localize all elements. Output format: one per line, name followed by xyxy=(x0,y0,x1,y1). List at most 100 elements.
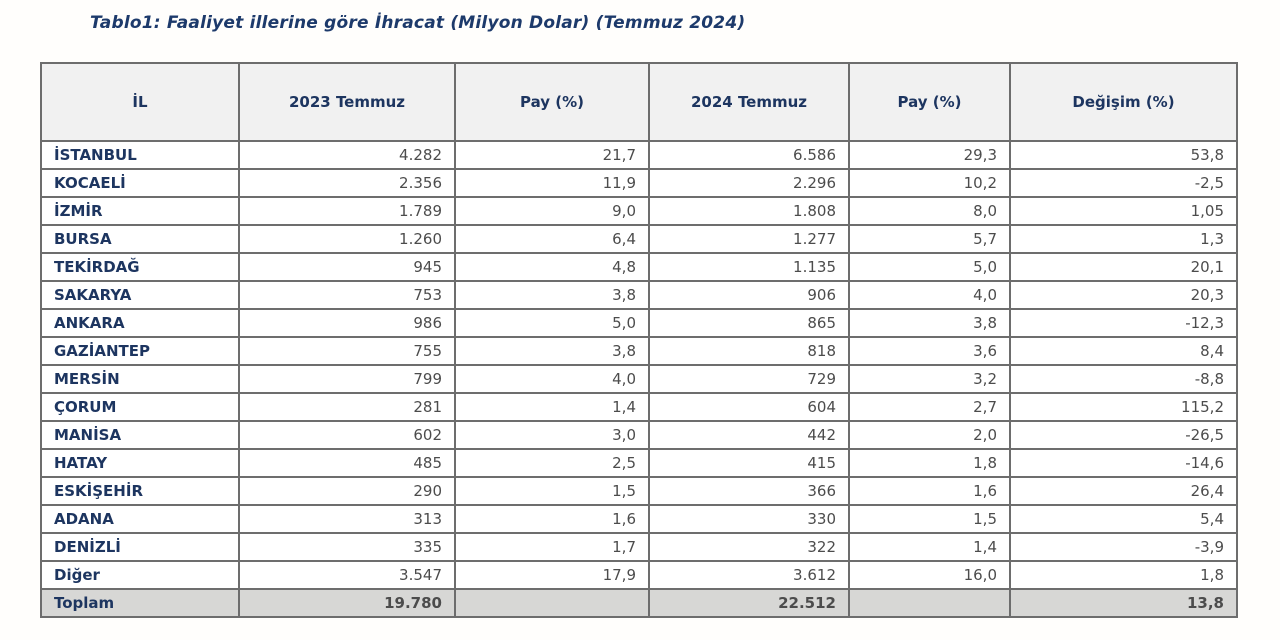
degisim-cell: -3,9 xyxy=(1009,532,1238,562)
table-row: ANKARA 986 5,0 865 3,8 -12,3 xyxy=(40,308,1238,338)
pay-2023-cell: 21,7 xyxy=(454,140,650,170)
value-2024-cell: 1.277 xyxy=(648,224,850,254)
province-name-cell: MANİSA xyxy=(40,420,240,450)
table-row: HATAY 485 2,5 415 1,8 -14,6 xyxy=(40,448,1238,478)
value-2024-cell: 322 xyxy=(648,532,850,562)
table-row: ADANA 313 1,6 330 1,5 5,4 xyxy=(40,504,1238,534)
degisim-cell: 1,8 xyxy=(1009,560,1238,590)
value-2024-cell: 442 xyxy=(648,420,850,450)
pay-2024-cell: 16,0 xyxy=(848,560,1011,590)
pay-2024-cell: 5,7 xyxy=(848,224,1011,254)
table-row: İSTANBUL 4.282 21,7 6.586 29,3 53,8 xyxy=(40,140,1238,170)
pay-2023-cell: 4,0 xyxy=(454,364,650,394)
total-pay-2024-cell xyxy=(848,588,1011,618)
pay-2023-cell: 5,0 xyxy=(454,308,650,338)
pay-2024-cell: 3,2 xyxy=(848,364,1011,394)
value-2023-cell: 753 xyxy=(238,280,456,310)
pay-2024-cell: 3,6 xyxy=(848,336,1011,366)
degisim-cell: 115,2 xyxy=(1009,392,1238,422)
value-2023-cell: 4.282 xyxy=(238,140,456,170)
value-2024-cell: 865 xyxy=(648,308,850,338)
column-header-2023-temmuz: 2023 Temmuz xyxy=(238,62,456,142)
table-row: BURSA 1.260 6,4 1.277 5,7 1,3 xyxy=(40,224,1238,254)
degisim-cell: 1,3 xyxy=(1009,224,1238,254)
column-header-pay-2024: Pay (%) xyxy=(848,62,1011,142)
value-2024-cell: 818 xyxy=(648,336,850,366)
total-degisim-cell: 13,8 xyxy=(1009,588,1238,618)
total-2024-cell: 22.512 xyxy=(648,588,850,618)
province-name-cell: TEKİRDAĞ xyxy=(40,252,240,282)
column-header-il: İL xyxy=(40,62,240,142)
degisim-cell: 20,1 xyxy=(1009,252,1238,282)
province-name-cell: SAKARYA xyxy=(40,280,240,310)
province-name-cell: DENİZLİ xyxy=(40,532,240,562)
value-2023-cell: 281 xyxy=(238,392,456,422)
table-row: DENİZLİ 335 1,7 322 1,4 -3,9 xyxy=(40,532,1238,562)
table-row: SAKARYA 753 3,8 906 4,0 20,3 xyxy=(40,280,1238,310)
table-row: TEKİRDAĞ 945 4,8 1.135 5,0 20,1 xyxy=(40,252,1238,282)
degisim-cell: 8,4 xyxy=(1009,336,1238,366)
province-name-cell: BURSA xyxy=(40,224,240,254)
header-row: İL 2023 Temmuz Pay (%) 2024 Temmuz Pay (… xyxy=(40,62,1238,142)
pay-2023-cell: 11,9 xyxy=(454,168,650,198)
degisim-cell: -12,3 xyxy=(1009,308,1238,338)
table-row: Diğer 3.547 17,9 3.612 16,0 1,8 xyxy=(40,560,1238,590)
degisim-cell: -2,5 xyxy=(1009,168,1238,198)
pay-2023-cell: 1,7 xyxy=(454,532,650,562)
degisim-cell: -8,8 xyxy=(1009,364,1238,394)
value-2023-cell: 1.260 xyxy=(238,224,456,254)
pay-2024-cell: 8,0 xyxy=(848,196,1011,226)
pay-2024-cell: 5,0 xyxy=(848,252,1011,282)
province-name-cell: ESKİŞEHİR xyxy=(40,476,240,506)
province-name-cell: MERSİN xyxy=(40,364,240,394)
pay-2023-cell: 1,5 xyxy=(454,476,650,506)
pay-2023-cell: 1,4 xyxy=(454,392,650,422)
value-2023-cell: 335 xyxy=(238,532,456,562)
table-row: MANİSA 602 3,0 442 2,0 -26,5 xyxy=(40,420,1238,450)
pay-2024-cell: 1,4 xyxy=(848,532,1011,562)
province-name-cell: ANKARA xyxy=(40,308,240,338)
pay-2024-cell: 1,5 xyxy=(848,504,1011,534)
value-2024-cell: 2.296 xyxy=(648,168,850,198)
degisim-cell: 26,4 xyxy=(1009,476,1238,506)
degisim-cell: 53,8 xyxy=(1009,140,1238,170)
table-row: İZMİR 1.789 9,0 1.808 8,0 1,05 xyxy=(40,196,1238,226)
table-footer: Toplam 19.780 22.512 13,8 xyxy=(40,588,1238,618)
table-row: KOCAELİ 2.356 11,9 2.296 10,2 -2,5 xyxy=(40,168,1238,198)
value-2024-cell: 366 xyxy=(648,476,850,506)
value-2024-cell: 3.612 xyxy=(648,560,850,590)
table-body: İSTANBUL 4.282 21,7 6.586 29,3 53,8 KOCA… xyxy=(40,140,1238,590)
pay-2023-cell: 9,0 xyxy=(454,196,650,226)
pay-2023-cell: 4,8 xyxy=(454,252,650,282)
pay-2023-cell: 3,0 xyxy=(454,420,650,450)
pay-2024-cell: 1,8 xyxy=(848,448,1011,478)
table-row: GAZİANTEP 755 3,8 818 3,6 8,4 xyxy=(40,336,1238,366)
exports-by-province-table: İL 2023 Temmuz Pay (%) 2024 Temmuz Pay (… xyxy=(40,62,1238,618)
degisim-cell: 5,4 xyxy=(1009,504,1238,534)
table-header: İL 2023 Temmuz Pay (%) 2024 Temmuz Pay (… xyxy=(40,62,1238,142)
total-row: Toplam 19.780 22.512 13,8 xyxy=(40,588,1238,618)
total-pay-2023-cell xyxy=(454,588,650,618)
pay-2024-cell: 2,0 xyxy=(848,420,1011,450)
table-title: Tablo1: Faaliyet illerine göre İhracat (… xyxy=(90,13,746,33)
value-2023-cell: 313 xyxy=(238,504,456,534)
value-2024-cell: 330 xyxy=(648,504,850,534)
value-2024-cell: 1.135 xyxy=(648,252,850,282)
province-name-cell: ADANA xyxy=(40,504,240,534)
value-2024-cell: 604 xyxy=(648,392,850,422)
value-2023-cell: 945 xyxy=(238,252,456,282)
table-row: ÇORUM 281 1,4 604 2,7 115,2 xyxy=(40,392,1238,422)
value-2023-cell: 1.789 xyxy=(238,196,456,226)
province-name-cell: Diğer xyxy=(40,560,240,590)
province-name-cell: ÇORUM xyxy=(40,392,240,422)
province-name-cell: KOCAELİ xyxy=(40,168,240,198)
pay-2024-cell: 29,3 xyxy=(848,140,1011,170)
pay-2024-cell: 1,6 xyxy=(848,476,1011,506)
value-2023-cell: 799 xyxy=(238,364,456,394)
table-row: MERSİN 799 4,0 729 3,2 -8,8 xyxy=(40,364,1238,394)
value-2024-cell: 1.808 xyxy=(648,196,850,226)
value-2024-cell: 6.586 xyxy=(648,140,850,170)
value-2024-cell: 906 xyxy=(648,280,850,310)
total-label-cell: Toplam xyxy=(40,588,240,618)
